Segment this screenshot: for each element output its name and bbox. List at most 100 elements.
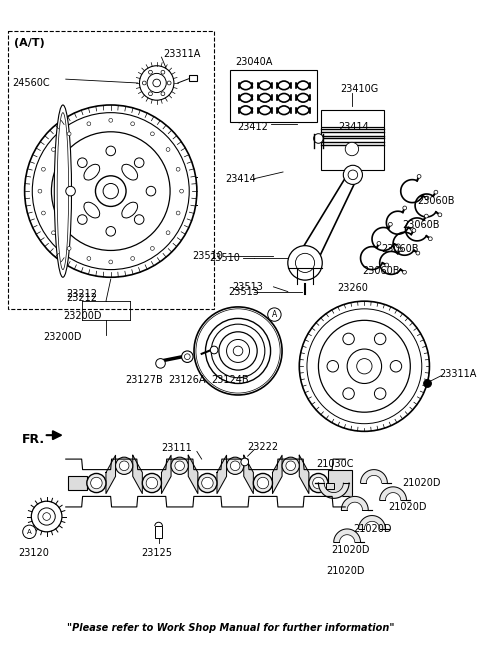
Circle shape — [96, 176, 126, 206]
Circle shape — [196, 309, 280, 393]
Polygon shape — [244, 455, 253, 494]
Bar — [321, 110, 384, 127]
Circle shape — [161, 70, 165, 74]
Text: 23111: 23111 — [161, 443, 192, 453]
Bar — [321, 127, 384, 170]
Circle shape — [210, 346, 218, 354]
Text: 21020D: 21020D — [403, 478, 441, 488]
Circle shape — [51, 147, 55, 151]
Circle shape — [51, 231, 55, 234]
Circle shape — [288, 246, 322, 280]
Text: FR.: FR. — [22, 434, 45, 447]
Circle shape — [51, 132, 170, 250]
Text: 23260: 23260 — [337, 283, 369, 293]
Circle shape — [300, 301, 430, 432]
Circle shape — [143, 81, 146, 85]
Polygon shape — [341, 496, 368, 510]
Circle shape — [103, 183, 119, 198]
Circle shape — [153, 79, 160, 87]
Text: 23125: 23125 — [142, 548, 172, 558]
Polygon shape — [273, 455, 282, 494]
Circle shape — [109, 260, 113, 264]
Circle shape — [91, 477, 102, 489]
Circle shape — [181, 351, 193, 362]
Text: 23513: 23513 — [232, 282, 263, 292]
Circle shape — [131, 257, 134, 261]
Text: 23410G: 23410G — [340, 84, 379, 94]
Circle shape — [87, 474, 106, 493]
Circle shape — [146, 186, 156, 196]
Text: 23200D: 23200D — [63, 312, 101, 322]
Circle shape — [241, 458, 249, 466]
Text: (A/T): (A/T) — [14, 38, 45, 48]
Circle shape — [385, 263, 389, 267]
Circle shape — [343, 333, 354, 345]
Circle shape — [198, 310, 278, 391]
Text: 23124B: 23124B — [211, 375, 249, 384]
Polygon shape — [360, 470, 387, 483]
Circle shape — [227, 339, 250, 362]
Text: 23513: 23513 — [228, 287, 259, 297]
Circle shape — [309, 474, 328, 493]
Circle shape — [253, 474, 273, 493]
Text: 23412: 23412 — [237, 122, 268, 132]
Bar — [8, 31, 214, 309]
Circle shape — [106, 146, 116, 156]
Polygon shape — [217, 455, 227, 494]
Circle shape — [78, 215, 87, 224]
Circle shape — [38, 189, 42, 193]
Circle shape — [143, 474, 161, 493]
Circle shape — [166, 231, 170, 234]
Circle shape — [120, 461, 129, 470]
Circle shape — [424, 380, 432, 387]
Circle shape — [148, 70, 152, 74]
Text: 23222: 23222 — [248, 441, 279, 452]
Circle shape — [167, 81, 171, 85]
Circle shape — [438, 213, 442, 217]
Text: 21020D: 21020D — [326, 566, 365, 576]
Bar — [68, 476, 87, 490]
Text: 23200D: 23200D — [44, 331, 82, 342]
Polygon shape — [133, 455, 143, 494]
Circle shape — [156, 358, 165, 368]
Circle shape — [403, 206, 407, 210]
Circle shape — [307, 309, 422, 424]
Text: 23414: 23414 — [226, 174, 256, 183]
Text: 23060B: 23060B — [417, 196, 455, 206]
Circle shape — [417, 174, 421, 178]
Ellipse shape — [84, 202, 100, 218]
Circle shape — [396, 244, 400, 248]
Circle shape — [109, 119, 113, 122]
Circle shape — [416, 251, 420, 255]
Circle shape — [87, 122, 91, 126]
Text: 23212: 23212 — [66, 290, 97, 299]
Circle shape — [41, 211, 45, 215]
Text: 23060B: 23060B — [403, 219, 440, 230]
Circle shape — [398, 248, 402, 252]
Text: 23126A: 23126A — [168, 375, 205, 384]
Polygon shape — [106, 455, 116, 494]
Circle shape — [257, 477, 269, 489]
Circle shape — [230, 461, 240, 470]
Text: 23212: 23212 — [66, 293, 97, 303]
Circle shape — [131, 122, 134, 126]
Circle shape — [200, 312, 276, 389]
Circle shape — [198, 474, 217, 493]
Circle shape — [202, 477, 213, 489]
Circle shape — [343, 388, 354, 400]
Circle shape — [219, 332, 257, 370]
Circle shape — [377, 242, 381, 245]
Circle shape — [194, 307, 282, 395]
Circle shape — [43, 513, 50, 520]
Text: 23040A: 23040A — [235, 57, 273, 67]
Circle shape — [282, 457, 300, 474]
Text: 21020D: 21020D — [353, 524, 391, 534]
Circle shape — [150, 246, 154, 250]
Circle shape — [227, 457, 244, 474]
Circle shape — [134, 158, 144, 168]
Text: "Please refer to Work Shop Manual for further information": "Please refer to Work Shop Manual for fu… — [67, 624, 394, 633]
Polygon shape — [188, 455, 198, 494]
Circle shape — [78, 158, 87, 168]
Circle shape — [38, 508, 55, 525]
Circle shape — [87, 257, 91, 261]
